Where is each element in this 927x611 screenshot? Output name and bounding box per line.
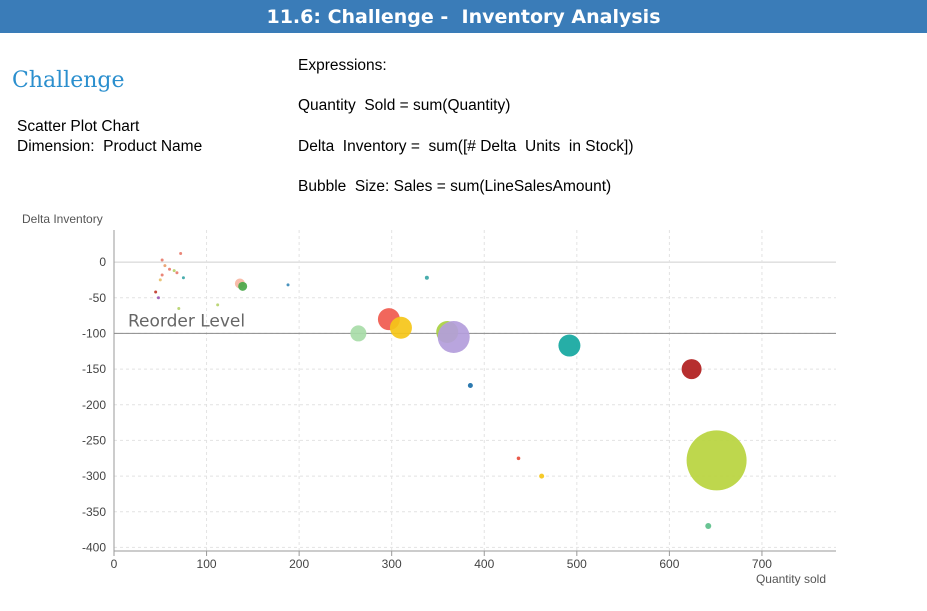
x-tick-label: 500 <box>567 557 587 571</box>
data-point <box>686 430 747 491</box>
y-tick-label: -400 <box>82 540 106 554</box>
data-point <box>168 267 172 271</box>
x-tick-label: 100 <box>197 557 217 571</box>
data-point <box>154 290 158 294</box>
y-tick-label: -200 <box>82 398 106 412</box>
data-point <box>163 264 167 268</box>
x-tick-label: 0 <box>111 557 118 571</box>
expressions-heading: Expressions: <box>298 57 387 74</box>
data-point <box>175 271 179 275</box>
data-point <box>424 275 429 280</box>
data-point <box>350 325 367 342</box>
expression-bubble-size: Bubble Size: Sales = sum(LineSalesAmount… <box>298 178 612 195</box>
x-tick-label: 200 <box>289 557 309 571</box>
chart-axes: 0 -50 -100 -150 -200 -250 -300 -350 -400 0 100 200 3… <box>82 230 836 571</box>
y-tick-label: -350 <box>82 505 106 519</box>
data-point <box>286 283 290 287</box>
x-axis-title: Quantity sold <box>756 572 826 586</box>
data-point <box>539 473 545 479</box>
chart-grid <box>114 230 836 551</box>
data-point <box>705 523 712 530</box>
x-tick-label: 400 <box>474 557 494 571</box>
data-point <box>389 316 412 339</box>
data-point <box>160 273 164 277</box>
expression-delta-inventory: Delta Inventory = sum([# Delta Units in … <box>298 138 634 155</box>
data-point <box>179 252 183 256</box>
reorder-level-label: Reorder Level <box>128 311 245 331</box>
data-point <box>160 258 164 262</box>
data-point <box>181 276 185 280</box>
chart-type-text: Scatter Plot Chart <box>17 118 140 135</box>
section-title: Challenge <box>12 68 125 93</box>
data-point <box>216 303 220 307</box>
y-tick-label: 0 <box>99 255 106 269</box>
data-point <box>156 296 160 300</box>
y-tick-label: -100 <box>82 326 106 340</box>
page-title: 11.6: Challenge - Inventory Analysis <box>266 5 661 28</box>
reorder-level-line: Reorder Level <box>114 311 836 334</box>
data-point <box>172 269 176 273</box>
data-point <box>177 306 181 310</box>
x-tick-label: 300 <box>382 557 402 571</box>
expression-quantity-sold: Quantity Sold = sum(Quantity) <box>298 97 511 114</box>
data-point <box>437 321 470 353</box>
data-point <box>238 281 248 291</box>
y-axis-title: Delta Inventory <box>22 212 103 226</box>
data-point <box>467 383 473 389</box>
x-tick-label: 600 <box>659 557 679 571</box>
chart-points <box>154 252 747 530</box>
data-point <box>681 359 702 380</box>
dimension-text: Dimension: Product Name <box>17 138 203 155</box>
x-tick-label: 700 <box>752 557 772 571</box>
y-tick-label: -150 <box>82 362 106 376</box>
page-header: 11.6: Challenge - Inventory Analysis <box>0 0 927 33</box>
data-point <box>558 334 581 357</box>
y-tick-label: -300 <box>82 469 106 483</box>
data-point <box>516 456 521 461</box>
data-point <box>158 278 162 282</box>
scatter-chart: 0 -50 -100 -150 -200 -250 -300 -350 -400 0 100 200 3… <box>22 212 836 586</box>
y-tick-label: -50 <box>89 291 107 305</box>
y-tick-label: -250 <box>82 433 106 447</box>
